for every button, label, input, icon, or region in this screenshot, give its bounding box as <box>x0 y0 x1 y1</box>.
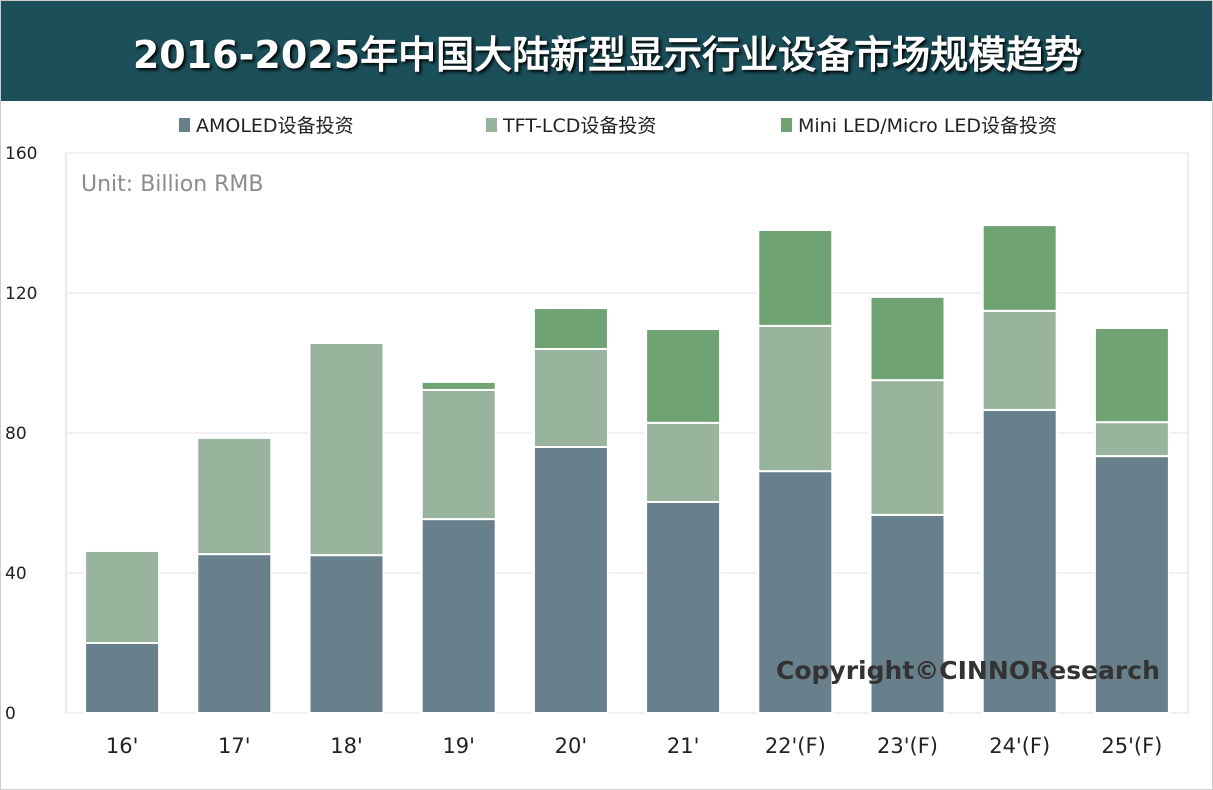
bar-segment <box>981 408 1058 714</box>
y-tick-label: 120 <box>5 284 37 304</box>
bar-segment <box>84 549 161 645</box>
title-bar: 2016-2025年中国大陆新型显示行业设备市场规模趋势 <box>1 1 1212 101</box>
copyright-watermark: Copyright©CINNOResearch <box>776 656 1160 685</box>
legend-swatch <box>486 117 497 132</box>
x-tick-label: 23'(F) <box>877 734 938 758</box>
x-tick-label: 21' <box>667 734 700 758</box>
bar-segment <box>981 309 1058 411</box>
bar-segment <box>308 554 385 715</box>
bar-segment <box>420 388 497 521</box>
legend-label: Mini LED/Micro LED设备投资 <box>798 115 1058 137</box>
x-tick-label: 16' <box>106 734 139 758</box>
x-tick-label: 18' <box>330 734 363 758</box>
bar-segment <box>532 348 609 448</box>
bar-segment <box>308 342 385 557</box>
legend-swatch <box>781 117 792 132</box>
bar-segment <box>645 500 722 715</box>
y-tick-label: 80 <box>5 424 27 444</box>
bar-segment <box>869 513 946 715</box>
y-tick-label: 0 <box>5 704 16 724</box>
legend-label: TFT-LCD设备投资 <box>503 115 657 137</box>
x-tick-label: 22'(F) <box>765 734 826 758</box>
bar-segment <box>84 642 161 714</box>
bar-segment <box>869 379 946 516</box>
unit-note: Unit: Billion RMB <box>81 172 264 197</box>
bar-segment <box>1093 327 1170 424</box>
bar-segment <box>981 224 1058 312</box>
legend-item-tft-lcd: TFT-LCD设备投资 <box>486 111 656 138</box>
x-tick-label: 17' <box>218 734 251 758</box>
legend-label: AMOLED设备投资 <box>196 115 354 137</box>
x-tick-label: 24'(F) <box>989 734 1050 758</box>
y-tick-label: 160 <box>5 144 37 164</box>
bar-segment <box>645 328 722 424</box>
legend: AMOLED设备投资 TFT-LCD设备投资 Mini LED/Micro LE… <box>1 111 1212 139</box>
bar-segment <box>757 324 834 473</box>
bar-segment <box>532 307 609 350</box>
bar-segment <box>645 421 722 503</box>
bar-segment <box>1093 421 1170 458</box>
bar-segment <box>196 436 273 556</box>
x-tick-label: 20' <box>555 734 588 758</box>
x-tick-label: 19' <box>442 734 475 758</box>
bar-segment <box>420 380 497 391</box>
x-tick-label: 25'(F) <box>1101 734 1162 758</box>
bar-segment <box>420 518 497 714</box>
bar-segment <box>869 295 946 382</box>
bar-segment <box>1093 455 1170 714</box>
bar-segment <box>757 229 834 327</box>
legend-swatch <box>179 117 190 132</box>
bar-segment <box>196 553 273 714</box>
legend-item-mini-led: Mini LED/Micro LED设备投资 <box>781 111 1057 138</box>
y-tick-label: 40 <box>5 564 27 584</box>
legend-item-amoled: AMOLED设备投资 <box>179 111 354 138</box>
chart-title: 2016-2025年中国大陆新型显示行业设备市场规模趋势 <box>132 32 1083 77</box>
bar-segment <box>532 446 609 714</box>
bar-segment <box>757 470 834 714</box>
